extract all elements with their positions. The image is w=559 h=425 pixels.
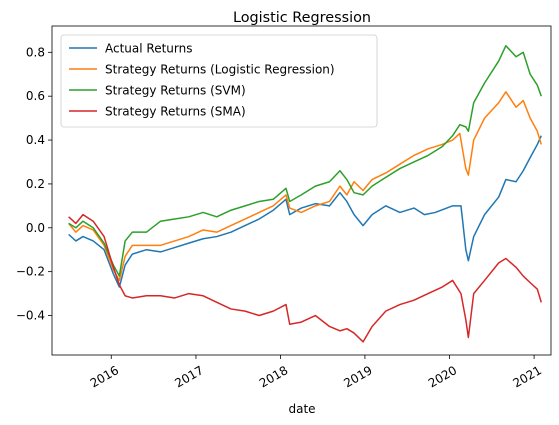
y-tick-label: 0.4 — [26, 133, 45, 147]
legend: Actual Returns Strategy Returns (Logistic… — [60, 34, 378, 128]
y-tick-label: −0.2 — [16, 265, 45, 279]
y-tick-label: −0.4 — [16, 309, 45, 323]
series-line-3 — [68, 44, 542, 277]
x-tick-label: 2016 — [88, 363, 121, 390]
x-tick-label: 2020 — [426, 363, 459, 390]
y-tick-label: 0.8 — [26, 45, 45, 59]
x-tick-label: 2018 — [257, 363, 290, 390]
y-tick-label: 0.2 — [26, 177, 45, 191]
plot-frame — [51, 25, 552, 356]
series-layer — [68, 44, 542, 343]
x-tick-label: 2021 — [511, 363, 544, 390]
y-tick-label: 0.6 — [26, 89, 45, 103]
x-axis-label: date — [288, 402, 315, 416]
chart-title: Logistic Regression — [233, 10, 371, 26]
series-line-2 — [68, 91, 542, 282]
series-line-4 — [68, 213, 542, 343]
legend-label-4: Strategy Returns (SMA) — [105, 105, 246, 119]
legend-box — [60, 34, 378, 128]
legend-label-3: Strategy Returns (SVM) — [105, 84, 246, 98]
legend-label-2: Strategy Returns (Logistic Regression) — [105, 63, 335, 77]
y-axis: −0.4 −0.2 0.0 0.2 0.4 0.6 0.8 — [16, 45, 52, 323]
x-tick-label: 2019 — [341, 363, 374, 390]
x-axis: 2016 2017 2018 2019 2020 2021 — [88, 355, 544, 390]
series-line-1 — [68, 135, 542, 288]
legend-label-1: Actual Returns — [105, 42, 192, 56]
x-tick-label: 2017 — [172, 363, 205, 390]
y-tick-label: 0.0 — [26, 221, 45, 235]
